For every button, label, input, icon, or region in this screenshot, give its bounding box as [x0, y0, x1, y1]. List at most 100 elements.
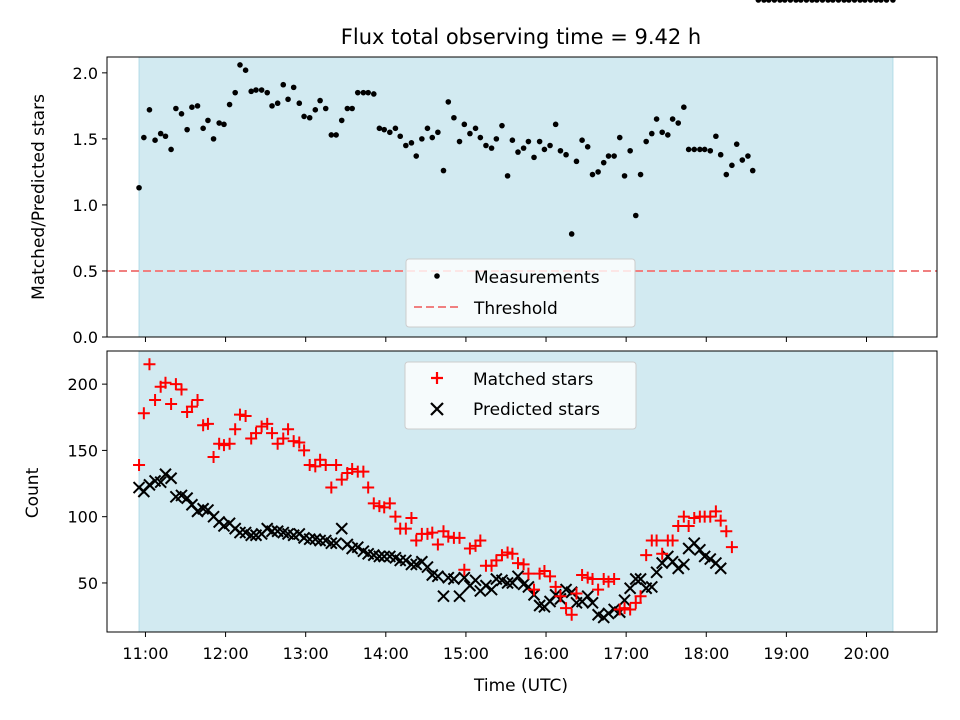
measurement-point	[408, 140, 415, 146]
measurement-point	[424, 125, 431, 132]
predicted-star-point	[437, 590, 450, 603]
matched-star-point	[511, 557, 524, 570]
matched-star-point	[602, 575, 615, 588]
measurement-point	[777, 0, 783, 3]
matched-star-point	[576, 569, 589, 582]
measurement-point	[301, 113, 307, 120]
matched-star-point	[389, 510, 402, 523]
measurement-point	[600, 159, 607, 166]
measurement-point	[306, 114, 313, 121]
predicted-star-point	[618, 593, 631, 607]
matched-star-point	[325, 481, 338, 494]
measurement-point	[322, 105, 329, 112]
bottom-plot-frame	[106, 350, 938, 633]
matched-star-point	[624, 603, 637, 616]
measurement-point	[467, 130, 473, 137]
matched-star-point	[405, 512, 418, 525]
matched-star-point	[143, 358, 156, 371]
measurement-point	[520, 145, 527, 151]
measurement-point	[846, 0, 852, 3]
matched-star-point	[335, 473, 348, 486]
bottom-y-axis-label: Count	[23, 467, 43, 518]
predicted-star-point	[479, 579, 493, 592]
matched-star-point	[650, 534, 663, 547]
matched-star-point	[314, 453, 327, 466]
measurement-point	[360, 89, 367, 96]
predicted-star-point	[586, 596, 599, 610]
matched-star-point	[255, 420, 268, 433]
x-tick-label: 12:00	[203, 644, 249, 663]
measurement-point	[162, 133, 169, 140]
measurement-point	[232, 89, 238, 96]
measurement-point	[573, 158, 580, 165]
predicted-star-point	[672, 562, 685, 575]
measurement-point	[878, 0, 884, 3]
measurement-point	[178, 110, 185, 117]
matched-star-point	[410, 534, 423, 547]
predicted-star-point	[325, 536, 338, 550]
measurement-point	[883, 0, 890, 3]
top-legend: Measurements Threshold	[405, 258, 636, 328]
measurement-point	[429, 134, 436, 141]
predicted-star-point	[623, 582, 637, 595]
matched-star-point	[185, 400, 198, 413]
measurement-point	[381, 126, 388, 133]
matched-star-point	[159, 376, 172, 389]
measurement-point	[392, 125, 399, 132]
matched-star-point	[277, 432, 290, 445]
predicted-star-point	[431, 570, 445, 583]
measurement-point	[621, 173, 628, 179]
predicted-star-point	[329, 536, 343, 550]
bottom-y-tick-label: 150	[67, 441, 98, 460]
measurement-point	[781, 0, 788, 3]
matched-star-point	[463, 542, 476, 555]
matched-star-point	[629, 596, 642, 609]
measurement-point	[333, 132, 339, 138]
measurement-point	[387, 129, 393, 136]
measurement-point	[723, 171, 730, 178]
top-legend-box	[405, 258, 636, 328]
measurement-point	[841, 0, 847, 3]
figure-title: Flux total observing time = 9.42 h	[341, 25, 701, 49]
matched-star-point	[586, 572, 599, 585]
measurement-point	[285, 96, 291, 103]
matched-star-point	[229, 423, 242, 436]
measurement-point	[637, 171, 644, 178]
measurement-point	[669, 116, 676, 122]
predicted-star-point	[602, 607, 615, 620]
measurement-point	[141, 134, 147, 141]
predicted-star-point	[522, 580, 535, 594]
predicted-star-point	[180, 491, 194, 505]
measurement-point	[242, 67, 249, 74]
predicted-star-point	[469, 574, 482, 587]
measurement-point	[328, 132, 335, 138]
matched-star-point	[506, 547, 519, 560]
top-y-tick-label: 0.0	[73, 328, 98, 347]
bottom-y-tick-label: 200	[67, 375, 98, 394]
matched-star-point	[528, 583, 541, 596]
matched-star-point	[474, 534, 487, 547]
measurement-point	[552, 121, 559, 128]
x-tick-label: 18:00	[683, 644, 729, 663]
measurement-point	[691, 146, 698, 153]
matched-star-point	[666, 534, 679, 547]
predicted-star-point	[693, 543, 707, 557]
measurement-point	[354, 89, 361, 96]
measurement-point	[258, 87, 265, 93]
measurement-point	[595, 169, 601, 175]
predicted-star-point	[581, 590, 594, 603]
matched-star-point	[426, 526, 439, 539]
measurement-point	[771, 0, 778, 3]
measurement-point	[483, 142, 489, 149]
matched-star-point	[217, 439, 230, 452]
matched-star-point	[223, 437, 236, 450]
measurement-point	[472, 125, 479, 132]
measurement-point	[173, 105, 179, 112]
predicted-star-point	[265, 525, 279, 538]
measurement-point	[563, 151, 569, 158]
predicted-star-point	[447, 572, 461, 586]
measurement-point	[632, 212, 639, 219]
predicted-star-point	[351, 540, 364, 554]
matched-star-point	[250, 427, 263, 440]
